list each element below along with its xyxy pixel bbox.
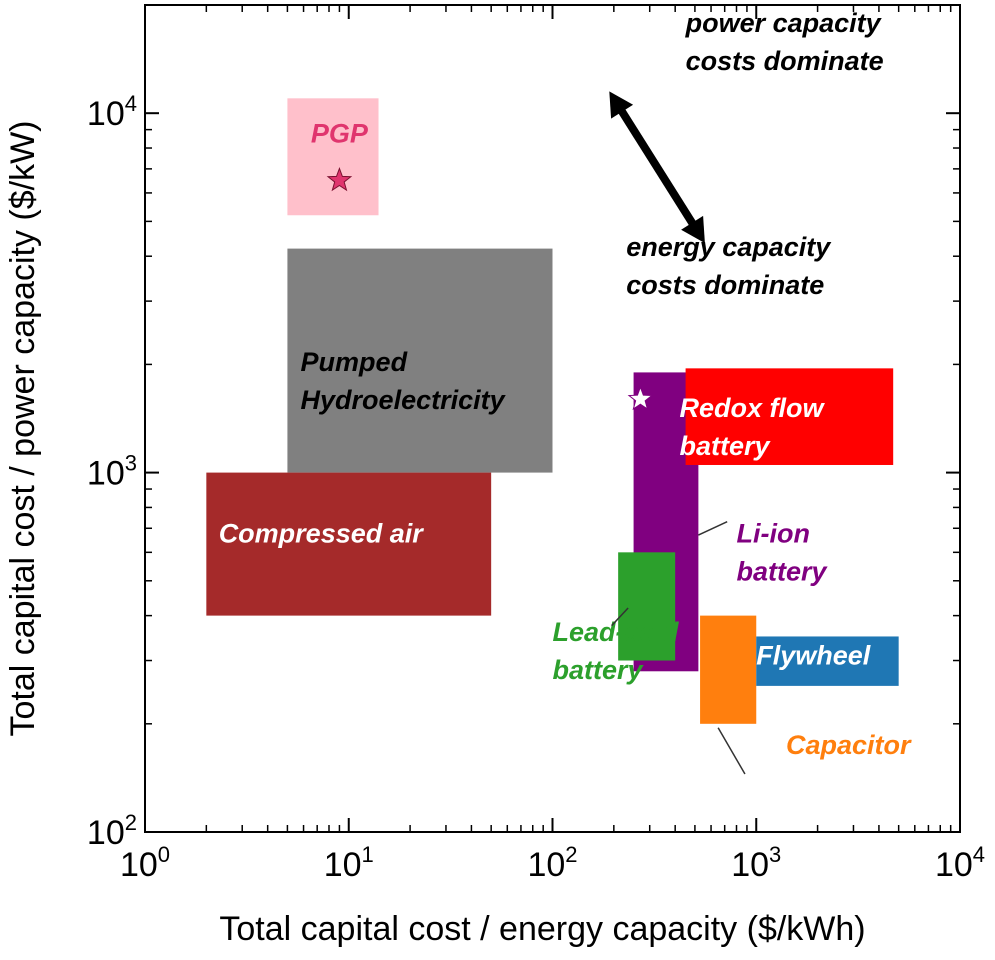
- y-tick-label: 102: [87, 810, 137, 852]
- region-pumped-hydro: [287, 248, 553, 473]
- double-arrow: [609, 91, 705, 244]
- li-ion-leader: [698, 521, 728, 536]
- annotations-layer: power capacity costs dominate energy capac…: [609, 8, 884, 300]
- capacitor-leader: [717, 727, 746, 775]
- points-layer: [326, 166, 654, 411]
- region-compressed-air: [206, 472, 492, 616]
- x-axis-label: Total capital cost / energy capacity ($/…: [219, 910, 865, 948]
- lead-acid-leader: [611, 607, 629, 627]
- y-tick-label: 104: [87, 91, 137, 133]
- region-label-compressed-air: Compressed air: [219, 518, 425, 548]
- li-ion-star: [627, 385, 654, 411]
- region-label-redox-flow: Redox flow battery: [679, 393, 825, 461]
- region-flywheel: [756, 636, 899, 686]
- region-pgp: [287, 98, 379, 216]
- region-label-flywheel: Flywheel: [756, 641, 871, 671]
- y-tick-label: 103: [87, 451, 137, 493]
- regions-layer: PGP Pumped Hydroelectricity Compressed air L…: [206, 98, 912, 760]
- region-label-pumped-hydro: Pumped Hydroelectricity: [301, 347, 507, 415]
- pgp-star: [326, 166, 353, 192]
- region-label-capacitor: Capacitor: [786, 730, 912, 760]
- region-label-pgp: PGP: [311, 118, 369, 148]
- region-lead-acid: [618, 552, 676, 661]
- x-tick-label: 102: [527, 842, 577, 884]
- ticks-layer: 100 101 102 103 104 102 103 104: [87, 4, 985, 884]
- x-tick-label: 103: [731, 842, 781, 884]
- x-tick-label: 101: [324, 842, 374, 884]
- x-tick-label: 100: [120, 842, 170, 884]
- region-label-li-ion: Li-ion battery: [737, 518, 829, 586]
- leaders-layer: [611, 521, 746, 775]
- annotation-power-dominate: power capacity costs dominate: [685, 8, 884, 76]
- annotation-energy-dominate: energy capacity costs dominate: [626, 232, 832, 300]
- y-axis-label: Total capital cost / power capacity ($/k…: [4, 120, 42, 736]
- x-tick-label: 104: [935, 842, 985, 884]
- region-redox-flow: [685, 368, 894, 465]
- region-capacitor: [700, 615, 757, 724]
